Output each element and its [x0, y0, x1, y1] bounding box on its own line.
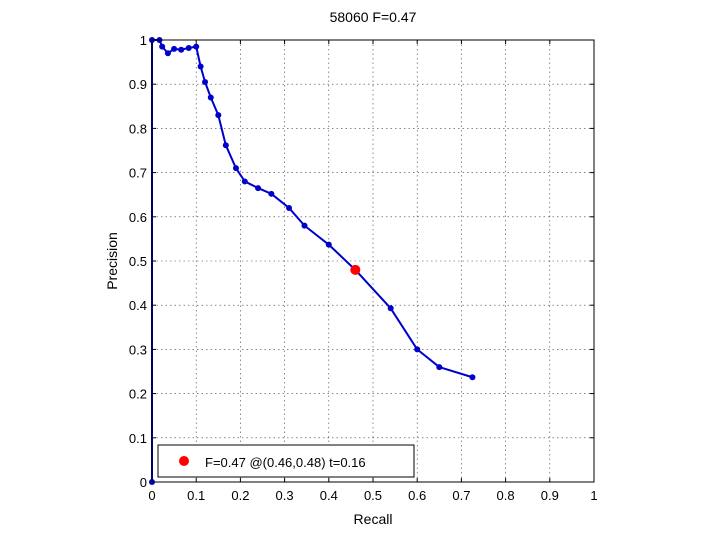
x-tick-label: 1: [590, 488, 597, 503]
x-tick-label: 0.5: [364, 488, 382, 503]
legend-box: [157, 444, 415, 478]
y-axis-label: Precision: [104, 232, 120, 290]
data-point: [197, 63, 204, 70]
y-tick-label: 0.5: [129, 254, 147, 269]
data-point: [436, 364, 443, 371]
ticks: 00 0.1 0.1 0.2 0.2 0.3 0.3 0.4 0.4 0.5 0.5 0.6 0.6 0.…: [129, 33, 598, 503]
y-tick-label: 0.4: [129, 298, 147, 313]
legend-label: F=0.47 @(0.46,0.48) t=0.16: [205, 455, 366, 470]
x-tick-label: 0.7: [452, 488, 470, 503]
grid: [152, 40, 594, 482]
series-layer: [149, 37, 476, 485]
plot-area: 00 0.1 0.1 0.2 0.2 0.3 0.3 0.4 0.4 0.5 0.5 0.6 0.6 0.…: [129, 33, 598, 503]
data-point: [414, 346, 421, 353]
x-tick-label: 0.8: [497, 488, 515, 503]
x-tick-label: 0.1: [187, 488, 205, 503]
data-point: [193, 43, 200, 50]
data-point: [387, 305, 394, 312]
x-tick-label: 0: [148, 488, 155, 503]
chart-title: 58060 F=0.47: [330, 9, 417, 25]
data-point: [164, 50, 171, 57]
y-tick-label: 0.6: [129, 210, 147, 225]
y-tick-label: 0.8: [129, 121, 147, 136]
data-point: [286, 204, 293, 211]
legend-marker: [179, 456, 189, 466]
y-tick-label: 1: [140, 33, 147, 48]
y-tick-label: 0.2: [129, 387, 147, 402]
y-tick-label: 0.1: [129, 431, 147, 446]
x-tick-label: 0.2: [231, 488, 249, 503]
x-tick-label: 0.3: [276, 488, 294, 503]
data-point: [207, 94, 214, 101]
data-point: [469, 374, 476, 381]
data-point: [171, 45, 178, 52]
data-point: [232, 165, 239, 172]
data-point: [202, 78, 209, 85]
x-tick-label: 0.6: [408, 488, 426, 503]
y-tick-label: 0.9: [129, 77, 147, 92]
data-point: [215, 112, 222, 119]
y-tick-label: 0: [140, 475, 147, 490]
best-f-point: [350, 264, 361, 275]
data-point: [255, 185, 262, 192]
data-point: [301, 222, 308, 229]
data-point: [268, 190, 275, 197]
legend: F=0.47 @(0.46,0.48) t=0.16: [157, 444, 415, 478]
y-tick-label: 0.3: [129, 342, 147, 357]
x-axis-label: Recall: [354, 511, 393, 527]
data-point: [159, 43, 166, 50]
data-point: [178, 46, 185, 53]
x-tick-label: 0.4: [320, 488, 338, 503]
data-point: [185, 44, 192, 51]
data-point: [222, 142, 229, 149]
data-point: [325, 241, 332, 248]
x-tick-label: 0.9: [541, 488, 559, 503]
data-point: [241, 178, 248, 185]
y-tick-label: 0.7: [129, 166, 147, 181]
